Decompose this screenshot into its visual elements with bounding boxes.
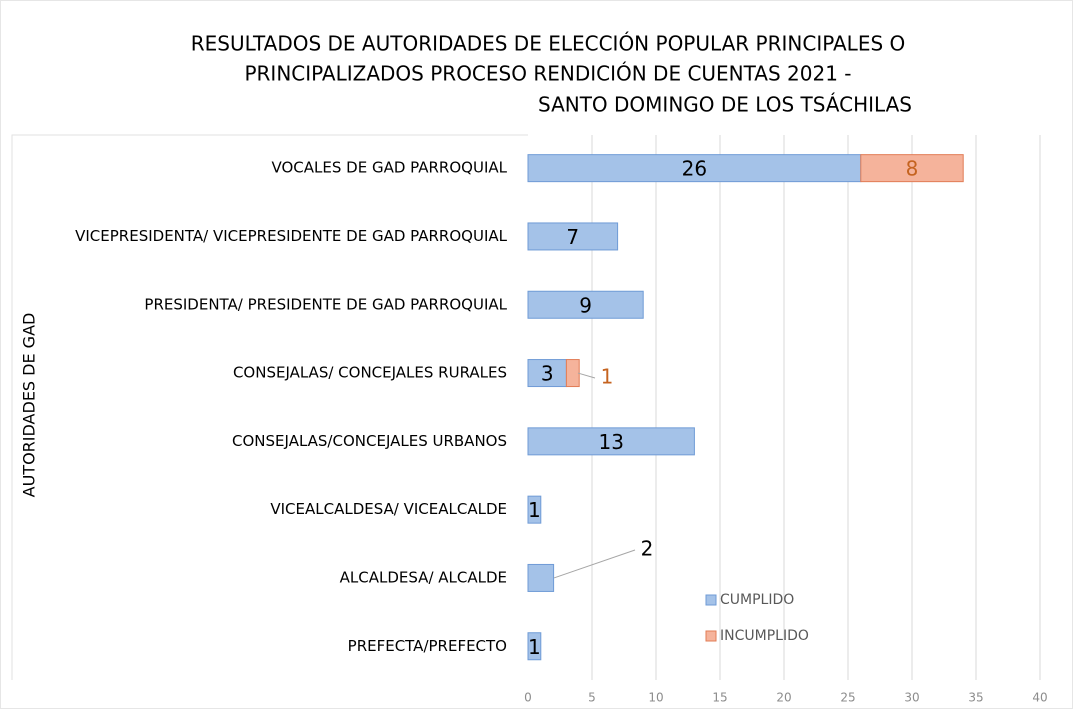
bar-segment <box>527 290 644 319</box>
data-label: 1 <box>601 365 614 389</box>
leader-line <box>553 549 636 579</box>
bar-segment <box>527 427 695 456</box>
label-area-border <box>11 134 528 680</box>
bar-segment <box>860 154 964 183</box>
y-tick-label: PREFECTA/PREFECTO <box>348 637 507 655</box>
x-tick-label: 25 <box>840 691 855 705</box>
x-tick-label: 15 <box>712 691 727 705</box>
y-tick-label: VICEALCALDESA/ VICEALCALDE <box>270 500 507 518</box>
bar-segment <box>527 222 619 251</box>
bar-segment <box>527 359 567 388</box>
data-label: 13 <box>598 430 623 454</box>
legend-swatch <box>705 630 717 642</box>
data-label: 2 <box>641 537 654 561</box>
chart-title: PRINCIPALIZADOS PROCESO RENDICIÓN DE CUE… <box>244 62 851 86</box>
data-label: 3 <box>541 362 554 386</box>
x-tick-label: 40 <box>1032 691 1047 705</box>
data-label: 8 <box>906 157 919 181</box>
legend-label: CUMPLIDO <box>720 592 794 608</box>
y-tick-label: PRESIDENTA/ PRESIDENTE DE GAD PARROQUIAL <box>144 295 507 313</box>
chart-title: RESULTADOS DE AUTORIDADES DE ELECCIÓN PO… <box>191 32 906 56</box>
data-label: 1 <box>528 635 541 659</box>
bar-segment <box>527 495 542 524</box>
x-tick-label: 20 <box>776 691 791 705</box>
y-tick-label: ALCALDESA/ ALCALDE <box>340 568 507 586</box>
x-tick-label: 35 <box>968 691 983 705</box>
bar-segment <box>527 563 555 592</box>
data-label: 7 <box>566 225 579 249</box>
data-label: 1 <box>528 498 541 522</box>
x-tick-label: 5 <box>588 691 596 705</box>
bar-segment <box>527 632 542 661</box>
x-tick-label: 0 <box>524 691 532 705</box>
y-axis-title: AUTORIDADES DE GAD <box>20 313 39 498</box>
x-tick-label: 10 <box>648 691 663 705</box>
data-label: 9 <box>579 293 592 317</box>
chart-title: SANTO DOMINGO DE LOS TSÁCHILAS <box>538 93 912 117</box>
y-tick-label: VICEPRESIDENTA/ VICEPRESIDENTE DE GAD PA… <box>75 227 508 245</box>
data-label: 26 <box>682 157 707 181</box>
legend-label: INCUMPLIDO <box>720 628 809 644</box>
x-tick-label: 30 <box>904 691 919 705</box>
y-tick-label: CONSEJALAS/ CONCEJALES RURALES <box>233 364 507 382</box>
leader-line <box>577 372 596 379</box>
bar-segment <box>565 359 580 388</box>
y-tick-label: CONSEJALAS/CONCEJALES URBANOS <box>232 432 507 450</box>
legend-swatch <box>705 594 717 606</box>
bar-segment <box>527 154 862 183</box>
y-tick-label: VOCALES DE GAD PARROQUIAL <box>272 159 508 177</box>
